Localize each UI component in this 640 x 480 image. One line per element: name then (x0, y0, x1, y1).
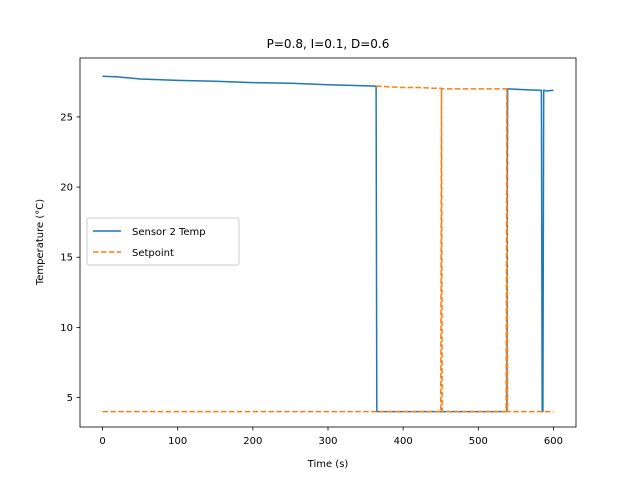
series-layer (102, 75, 554, 413)
x-tick-label-5: 500 (469, 436, 488, 447)
x-tick-label-2: 200 (243, 436, 262, 447)
x-axis-label: Time (s) (307, 459, 349, 470)
series-line-0 (102, 75, 554, 413)
chart-title: P=0.8, I=0.1, D=0.6 (267, 37, 390, 51)
y-tick-label-0: 5 (67, 393, 73, 404)
series-line-2 (376, 85, 507, 90)
y-axis-label: Temperature (°C) (35, 199, 46, 286)
y-tick-label-4: 25 (60, 112, 73, 123)
x-tick-label-3: 300 (318, 436, 337, 447)
y-tick-label-1: 10 (60, 323, 73, 334)
y-axis: 5 10 15 20 25 (60, 112, 80, 404)
legend-label-setpoint: Setpoint (132, 248, 174, 259)
x-tick-label-4: 400 (394, 436, 413, 447)
x-axis: 0 100 200 300 400 500 600 (99, 427, 563, 447)
legend-label-sensor: Sensor 2 Temp (132, 227, 206, 238)
legend: Sensor 2 Temp Setpoint (86, 217, 240, 266)
y-tick-label-3: 20 (60, 183, 73, 194)
y-tick-label-2: 15 (60, 253, 73, 264)
x-tick-label-6: 600 (544, 436, 563, 447)
series-line-1 (102, 88, 554, 413)
x-tick-label-0: 0 (99, 436, 105, 447)
x-tick-label-1: 100 (168, 436, 187, 447)
legend-box (86, 217, 240, 266)
